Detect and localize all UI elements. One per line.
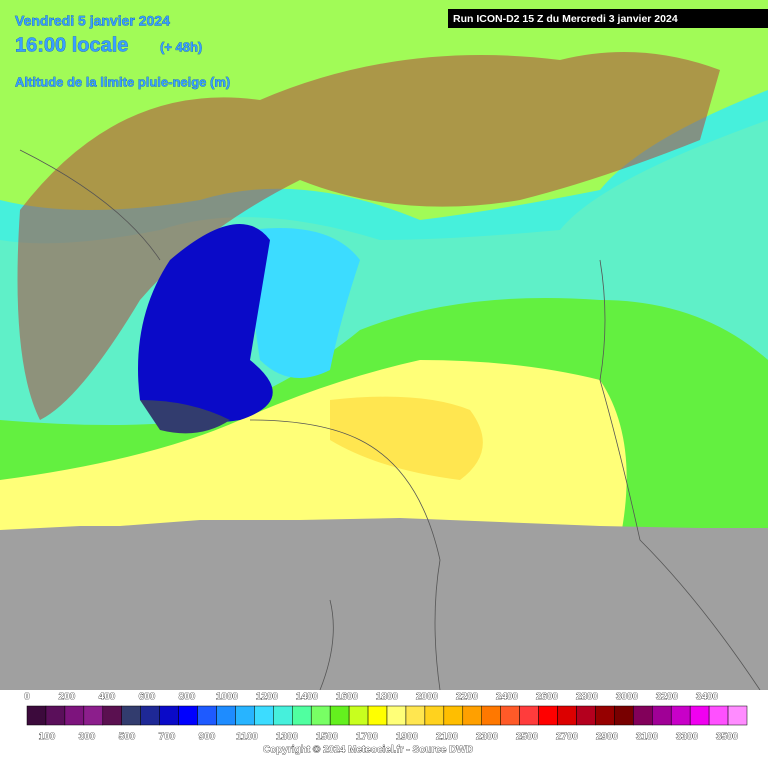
legend-label: 1800 — [376, 692, 399, 703]
date: Vendredi 5 janvier 2024 — [15, 13, 170, 29]
legend-swatch — [538, 705, 558, 726]
run: Run ICON-D2 15 Z du Mercredi 3 janvier 2… — [453, 13, 678, 25]
copyright: Copyright © 2024 Meteociel.fr - Source D… — [263, 745, 473, 756]
no-data-area — [0, 518, 768, 690]
legend-label: 3100 — [636, 732, 659, 743]
legend-swatch — [102, 705, 122, 726]
legend-swatch — [557, 705, 577, 726]
legend-swatch — [519, 705, 539, 726]
legend-swatch — [140, 705, 160, 726]
legend-label: 3200 — [656, 692, 679, 703]
lead: (+ 48h) — [160, 39, 202, 54]
legend-label: 2200 — [456, 692, 479, 703]
legend-swatch — [689, 705, 710, 726]
legend-label: 1700 — [356, 732, 379, 743]
legend-swatch — [254, 705, 274, 726]
legend-label: 900 — [199, 732, 216, 743]
legend-label: 800 — [179, 692, 196, 703]
legend-swatch — [64, 705, 85, 726]
legend-swatch — [121, 705, 141, 726]
legend-swatch — [235, 705, 255, 726]
legend-label: 0 — [24, 692, 30, 703]
legend-label: 2000 — [416, 692, 439, 703]
legend-label: 1200 — [256, 692, 279, 703]
variable: Altitude de la limite pluie-neige (m) — [15, 74, 230, 89]
legend-swatch — [367, 705, 388, 726]
field-blue — [138, 224, 273, 423]
legend-swatch — [462, 705, 482, 726]
legend-swatch — [329, 705, 350, 726]
legend-label: 1900 — [396, 732, 419, 743]
legend-swatch — [481, 705, 501, 726]
legend-label: 500 — [119, 732, 136, 743]
legend-label: 400 — [99, 692, 116, 703]
legend-label: 100 — [39, 732, 56, 743]
legend-panel — [0, 690, 768, 768]
legend-label: 1000 — [216, 692, 239, 703]
legend-swatch — [386, 705, 407, 726]
legend-swatch — [424, 705, 445, 726]
legend-swatch — [310, 705, 331, 726]
legend-swatch — [500, 705, 520, 726]
legend-swatch — [178, 705, 198, 726]
field-light-blue — [250, 228, 360, 378]
field-dark-blue — [140, 400, 230, 434]
legend-label: 1100 — [236, 732, 258, 743]
legend-swatch — [83, 705, 104, 726]
legend-swatch — [595, 705, 615, 726]
field-yellow-dark — [330, 396, 483, 480]
run-box — [448, 9, 768, 28]
legend-label: 2700 — [556, 732, 579, 743]
legend-label: 3000 — [616, 692, 639, 703]
legend-label: 2900 — [596, 732, 619, 743]
legend-label: 2500 — [516, 732, 539, 743]
legend-swatch — [197, 705, 217, 726]
borders — [19, 149, 761, 691]
legend-label: 1300 — [276, 732, 299, 743]
legend-label: 3500 — [716, 732, 739, 743]
legend-swatch — [443, 705, 464, 726]
legend-label: 600 — [139, 692, 156, 703]
legend-label: 2600 — [536, 692, 559, 703]
legend-label: 2400 — [496, 692, 519, 703]
legend-swatch — [405, 705, 426, 726]
legend-label: 3300 — [676, 732, 699, 743]
time: 16:00 locale — [15, 34, 128, 56]
legend-swatch — [576, 705, 596, 726]
legend-label: 700 — [159, 732, 176, 743]
legend-label: 2100 — [436, 732, 459, 743]
legend-swatch — [216, 705, 236, 726]
legend-swatch — [670, 705, 691, 726]
legend-swatch — [292, 705, 312, 726]
legend-swatch — [633, 705, 653, 726]
legend-swatch — [348, 705, 369, 726]
legend-label: 1600 — [336, 692, 359, 703]
legend-label: 1400 — [296, 692, 319, 703]
legend-swatch — [652, 705, 672, 726]
legend-label: 200 — [59, 692, 76, 703]
legend-swatch — [26, 705, 47, 726]
legend-swatch — [727, 705, 748, 726]
legend-label: 1500 — [316, 732, 339, 743]
field-yellow — [0, 360, 627, 540]
legend-label: 2300 — [476, 732, 499, 743]
legend-swatch — [45, 705, 66, 726]
legend-label: 3400 — [696, 692, 719, 703]
legend-swatch — [708, 705, 729, 726]
legend-swatch — [273, 705, 293, 726]
legend-label: 2800 — [576, 692, 599, 703]
legend-label: 300 — [79, 732, 96, 743]
mountain-band — [17, 52, 720, 420]
legend-swatch — [159, 705, 179, 726]
legend-swatch — [614, 705, 634, 726]
